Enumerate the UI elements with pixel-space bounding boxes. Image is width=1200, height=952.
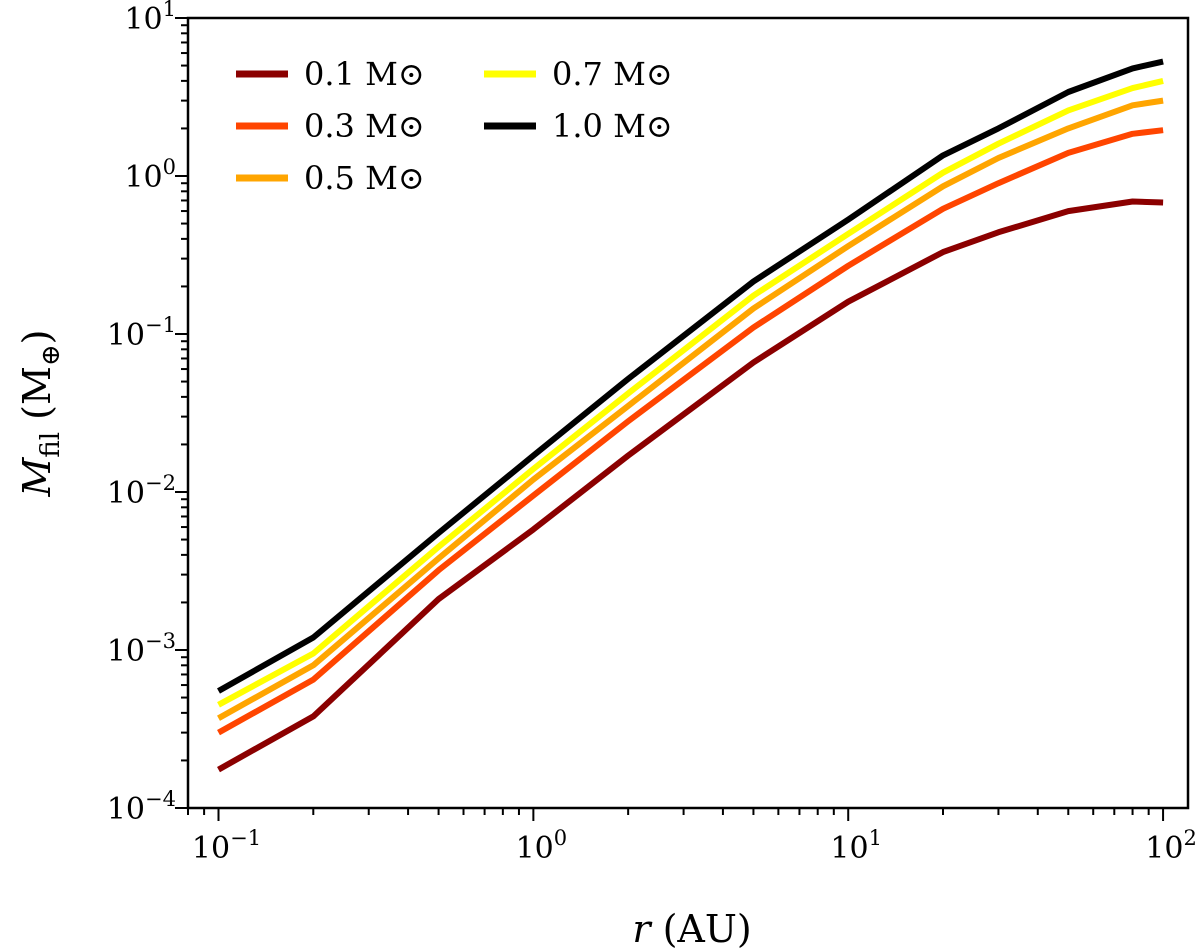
legend-label: 0.7 M⊙ — [552, 55, 673, 93]
y-axis-label-unit-subscript: ⊕ — [36, 344, 66, 366]
y-axis-label: Mfil (M⊕) — [15, 329, 66, 497]
y-tick-label: 10−3 — [107, 629, 176, 669]
series-line-2 — [217, 127, 1164, 736]
y-axis-label-unit: (M — [15, 366, 59, 432]
x-tick-label: 102 — [1145, 826, 1197, 866]
legend-label: 1.0 M⊙ — [552, 107, 673, 145]
x-tick-label: 101 — [830, 826, 882, 866]
ticks-layer: 10−1 100 101 102 10−4 10−3 10−2 10−1 100 101 — [107, 0, 1197, 866]
y-tick-label: 10−2 — [107, 471, 176, 511]
x-axis-label-unit: (AU) — [650, 907, 751, 951]
legend-label: 0.1 M⊙ — [304, 55, 425, 93]
series-line-1 — [217, 198, 1164, 773]
legend-label: 0.5 M⊙ — [304, 159, 425, 197]
legend-label: 0.3 M⊙ — [304, 107, 425, 145]
y-tick-label: 101 — [124, 0, 176, 37]
series-line-3 — [217, 97, 1164, 721]
y-axis-label-close: ) — [15, 329, 59, 344]
y-tick-label: 10−4 — [107, 787, 176, 827]
y-tick-label: 100 — [124, 155, 176, 195]
series-layer — [217, 58, 1164, 773]
x-tick-label: 10−1 — [192, 826, 261, 866]
y-tick-label: 10−1 — [107, 313, 176, 353]
series-line-5 — [217, 58, 1164, 694]
series-line-4 — [217, 77, 1164, 708]
x-axis-label: r (AU) — [632, 907, 751, 951]
y-axis-label-symbol: M — [15, 457, 59, 498]
x-axis-label-symbol: r — [632, 907, 653, 951]
legend: 0.1 M⊙ 0.3 M⊙ 0.5 M⊙ 0.7 M⊙ 1.0 M⊙ — [236, 55, 673, 197]
plot-frame — [186, 16, 1190, 810]
y-axis-label-subscript: fil — [36, 432, 66, 458]
svg-text:r (AU): r (AU) — [632, 907, 751, 951]
x-tick-label: 100 — [516, 826, 568, 866]
svg-text:Mfil (M⊕): Mfil (M⊕) — [15, 329, 66, 497]
